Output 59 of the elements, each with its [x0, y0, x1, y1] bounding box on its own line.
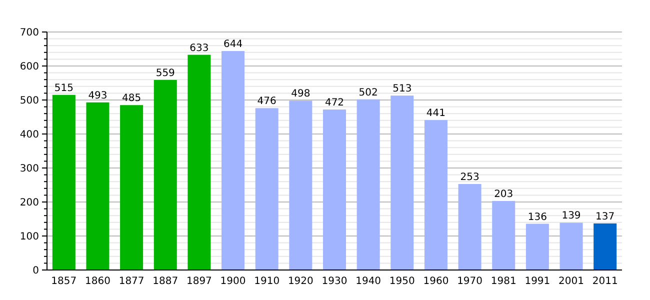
- data-label: 559: [156, 68, 175, 79]
- data-label: 633: [190, 42, 209, 54]
- x-tick-label: 2001: [558, 276, 584, 287]
- y-tick-label: 100: [20, 232, 39, 242]
- x-tick-label: 1910: [254, 276, 280, 287]
- x-tick-label: 1897: [186, 276, 212, 287]
- x-tick-label: 1991: [524, 276, 550, 287]
- bar: [188, 54, 211, 270]
- data-label: 139: [562, 210, 581, 222]
- bar: [458, 184, 482, 270]
- data-label: 441: [426, 108, 446, 120]
- data-label: 513: [392, 84, 412, 95]
- y-tick-label: 200: [20, 198, 39, 208]
- x-tick-label: 1950: [389, 276, 415, 287]
- x-tick-label: 1887: [152, 276, 178, 287]
- bar: [52, 94, 76, 270]
- data-label: 472: [324, 98, 344, 109]
- bar: [424, 120, 448, 270]
- x-tick-label: 1960: [423, 276, 449, 287]
- bar: [560, 222, 583, 270]
- y-tick-label: 0: [32, 266, 39, 276]
- x-tick-label: 2011: [592, 276, 618, 287]
- bar: [154, 80, 177, 270]
- bar: [86, 102, 110, 270]
- data-label: 498: [291, 88, 310, 100]
- bar: [390, 96, 414, 270]
- data-label: 476: [257, 96, 276, 108]
- y-tick-label: 600: [20, 62, 39, 72]
- x-tick-label: 1857: [51, 276, 77, 287]
- bar: [594, 223, 617, 270]
- data-label: 253: [460, 172, 480, 183]
- y-tick-label: 300: [20, 164, 39, 174]
- bar: [323, 110, 346, 270]
- y-tick-label: 700: [20, 28, 39, 38]
- x-tick-label: 1981: [490, 276, 516, 287]
- data-label: 203: [494, 188, 514, 200]
- bar: [492, 200, 516, 270]
- bar: [289, 100, 312, 270]
- x-tick-label: 1900: [220, 276, 246, 287]
- x-tick-label: 1860: [85, 276, 110, 287]
- data-label: 485: [122, 93, 142, 104]
- x-tick-label: 1930: [322, 276, 348, 287]
- bar: [356, 99, 380, 270]
- bar: [526, 224, 549, 270]
- data-label: 136: [528, 212, 547, 223]
- bar: [222, 51, 245, 270]
- y-tick-label: 400: [20, 130, 39, 140]
- data-label: 515: [54, 82, 74, 94]
- x-tick-label: 1920: [288, 276, 314, 287]
- bar: [120, 105, 144, 270]
- x-tick-label: 1970: [457, 276, 483, 287]
- data-label: 137: [596, 211, 615, 222]
- data-label: 644: [223, 39, 243, 50]
- bar: [255, 108, 278, 270]
- data-label: 493: [88, 90, 108, 102]
- y-tick-label: 500: [20, 96, 39, 106]
- x-tick-label: 1877: [118, 276, 144, 287]
- data-label: 502: [358, 87, 378, 98]
- x-tick-label: 1940: [356, 276, 382, 287]
